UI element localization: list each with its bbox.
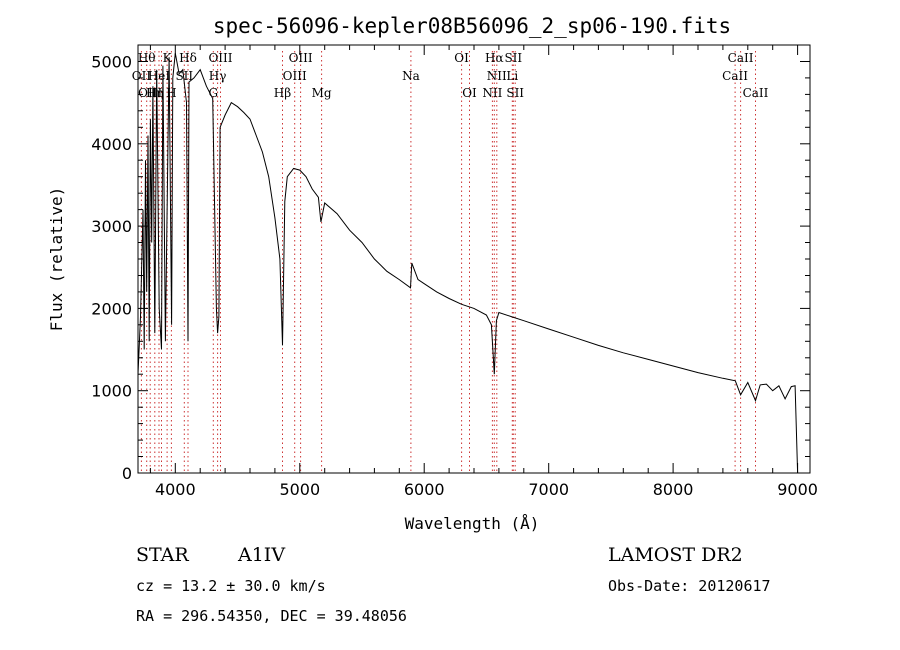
line-label: Hβ bbox=[274, 86, 291, 100]
line-label: H bbox=[166, 86, 176, 100]
line-label: Na bbox=[402, 69, 420, 83]
line-label: OIII bbox=[283, 69, 307, 83]
y-tick-label: 4000 bbox=[91, 135, 132, 154]
line-label: Hγ bbox=[209, 69, 227, 83]
line-label: SII bbox=[504, 51, 522, 65]
line-label: Hη bbox=[146, 86, 164, 100]
line-label: Hα bbox=[485, 51, 504, 65]
survey-name: LAMOST DR2 bbox=[608, 544, 743, 566]
line-label: OII bbox=[132, 69, 152, 83]
y-axis-ticks: 0 1000 2000 3000 4000 5000 bbox=[91, 44, 810, 483]
line-label: K bbox=[163, 51, 173, 65]
line-markers bbox=[140, 51, 756, 473]
y-tick-label: 2000 bbox=[91, 299, 132, 318]
line-label: OI bbox=[454, 51, 469, 65]
x-tick-label: 8000 bbox=[653, 480, 694, 499]
line-label: OIII bbox=[289, 51, 313, 65]
line-label: CaII bbox=[743, 86, 769, 100]
obs-date: Obs-Date: 20120617 bbox=[608, 577, 771, 595]
line-label: OI bbox=[462, 86, 477, 100]
x-tick-label: 4000 bbox=[155, 480, 196, 499]
x-axis-label: Wavelength (Å) bbox=[405, 514, 540, 533]
line-label: OIII bbox=[208, 51, 232, 65]
x-tick-label: 5000 bbox=[279, 480, 320, 499]
x-tick-label: 9000 bbox=[777, 480, 818, 499]
redshift-cz: cz = 13.2 ± 30.0 km/s bbox=[136, 577, 326, 595]
x-tick-label: 7000 bbox=[528, 480, 569, 499]
y-tick-label: 0 bbox=[122, 464, 132, 483]
spectrum-line bbox=[137, 53, 799, 474]
line-label: Hθ bbox=[138, 51, 156, 65]
line-label: G bbox=[209, 86, 219, 100]
object-class: STAR bbox=[136, 544, 189, 566]
line-label: SII bbox=[506, 86, 524, 100]
line-label: NII bbox=[487, 69, 507, 83]
line-label: CaII bbox=[722, 69, 748, 83]
line-label: NII bbox=[482, 86, 502, 100]
chart-title: spec-56096-kepler08B56096_2_sp06-190.fit… bbox=[213, 14, 731, 38]
y-axis-label: Flux (relative) bbox=[47, 187, 66, 332]
line-label: HeI bbox=[148, 69, 171, 83]
plot-frame bbox=[137, 44, 811, 474]
object-subclass: A1IV bbox=[237, 544, 285, 566]
ra-dec: RA = 296.54350, DEC = 39.48056 bbox=[136, 607, 407, 625]
x-tick-label: 6000 bbox=[404, 480, 445, 499]
line-label: Li bbox=[506, 69, 518, 83]
line-label: Hδ bbox=[179, 51, 197, 65]
y-tick-label: 3000 bbox=[91, 217, 132, 236]
line-label: CaII bbox=[728, 51, 754, 65]
y-tick-label: 1000 bbox=[91, 382, 132, 401]
y-tick-label: 5000 bbox=[91, 53, 132, 72]
x-axis-ticks: 4000 5000 6000 7000 8000 9000 bbox=[149, 45, 818, 499]
line-label: Mg bbox=[312, 86, 332, 100]
